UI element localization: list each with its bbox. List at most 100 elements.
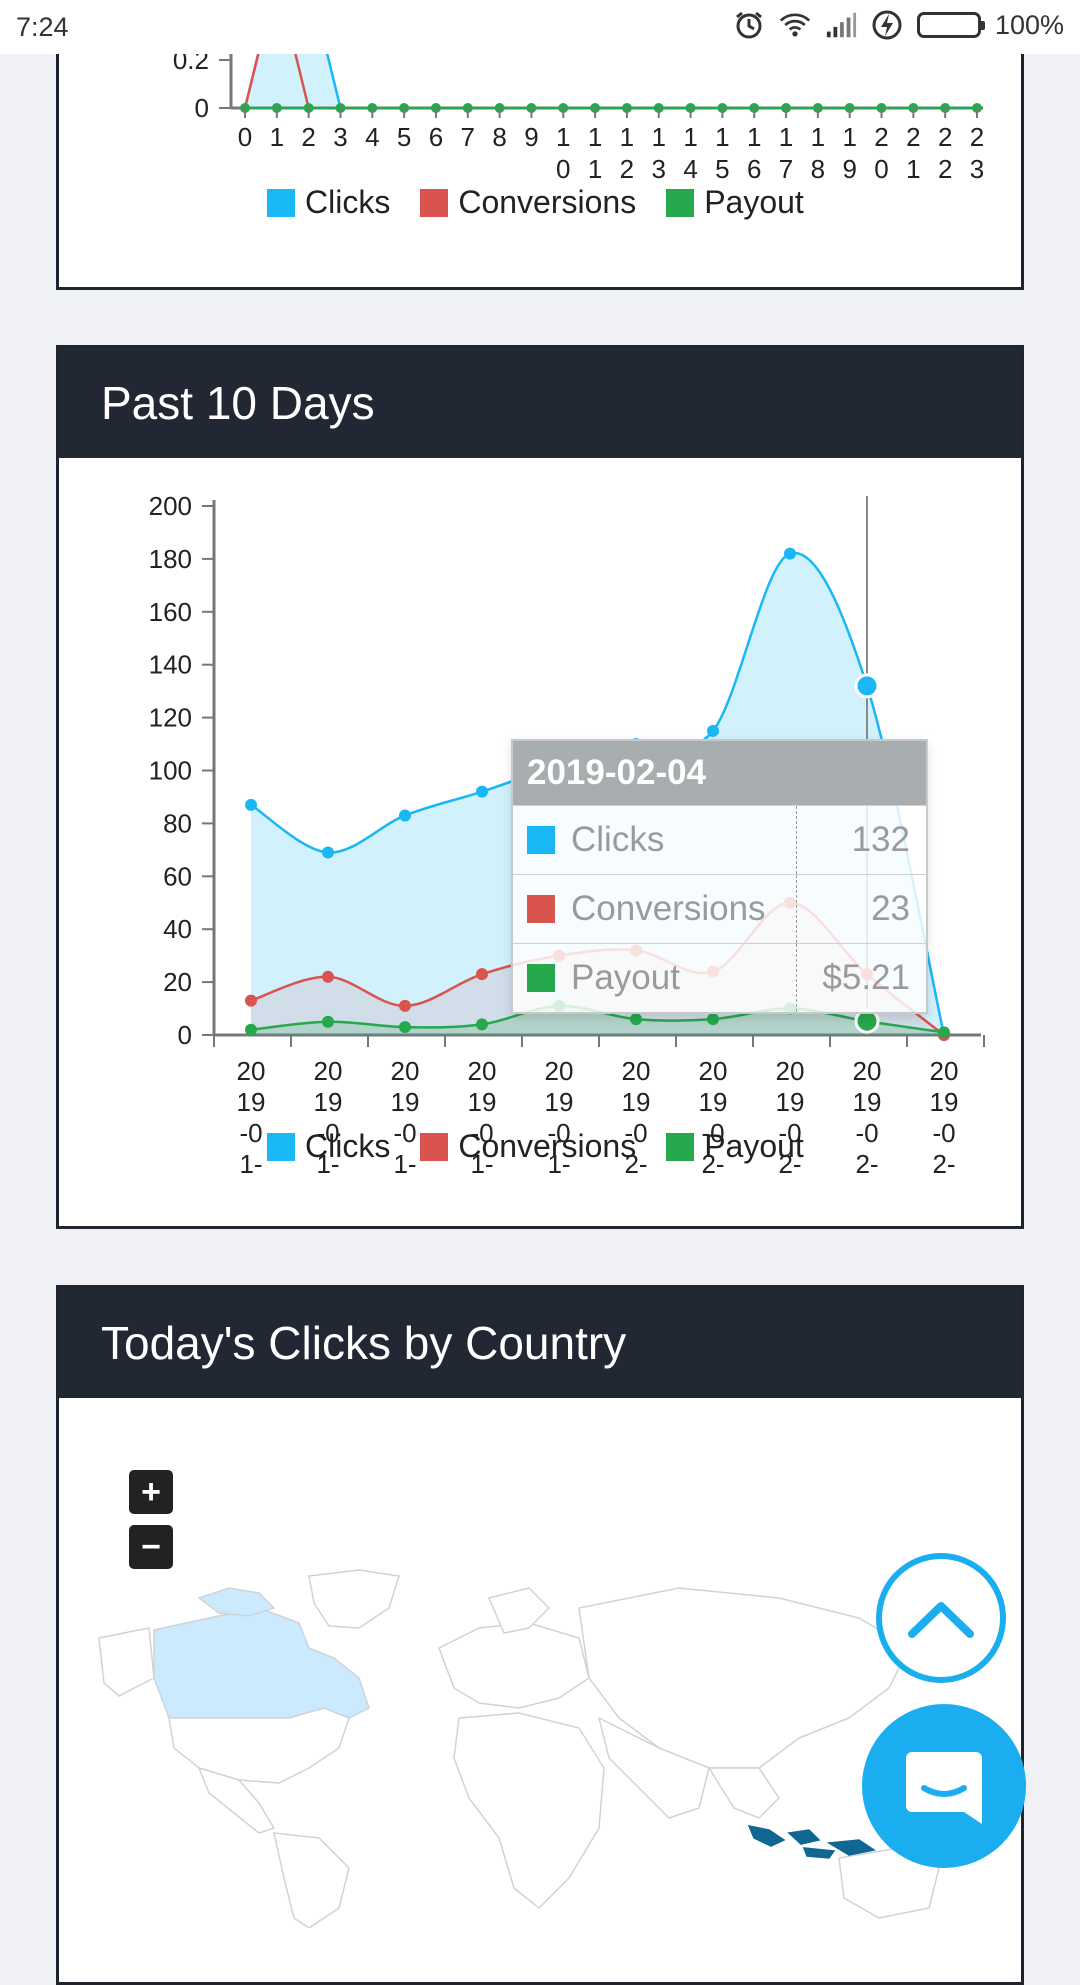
series-line-clicks (243, 54, 977, 110)
y-tick-label: 120 (149, 703, 192, 733)
x-tick-label: 1 (747, 122, 761, 152)
data-point-clicks (476, 785, 488, 798)
hourly-legend: Clicks Conversions Payout (267, 184, 804, 221)
x-tick-label: -0 (778, 1118, 801, 1148)
legend-item-conversions[interactable]: Conversions (420, 184, 636, 221)
tooltip-label: Clicks (571, 820, 665, 859)
map-country-mexico (197, 1766, 276, 1834)
hourly-chart-panel: 0.2 0 0 1 2 3 4 5 6 7 8 9 1 0 1 1 1 2 1 3 1 4 1 5 1 6 1 7 1 8 1 9 2 0 2 1 2 2… (56, 54, 1024, 290)
tooltip-label: Payout (571, 958, 680, 997)
x-tick-label: 0 (874, 154, 888, 184)
map-region-africa (453, 1712, 605, 1910)
x-tick-label: 1- (547, 1149, 570, 1179)
data-point-conversions (476, 968, 488, 981)
x-tick-label: 2 (620, 154, 634, 184)
zoom-in-button[interactable]: + (129, 1470, 173, 1514)
chat-launcher-button[interactable] (862, 1704, 1026, 1868)
x-tick-label: 20 (930, 1056, 959, 1086)
x-tick-label: 8 (492, 122, 506, 152)
x-tick-label: 7 (461, 122, 475, 152)
y-tick-label: 0 (195, 93, 209, 123)
battery-icon (916, 12, 985, 38)
x-tick-label: -0 (239, 1118, 262, 1148)
legend-item-payout[interactable]: Payout (666, 1128, 804, 1165)
world-map[interactable] (59, 1568, 1021, 1928)
x-tick-label: 0 (238, 122, 252, 152)
tooltip-row-payout: Payout $5.21 (513, 943, 926, 1012)
x-tick-label: 3 (652, 154, 666, 184)
y-tick-label: 60 (163, 861, 192, 891)
y-tick-label: 100 (149, 756, 192, 786)
legend-item-clicks[interactable]: Clicks (267, 1128, 390, 1165)
x-tick-label: -0 (316, 1118, 339, 1148)
chart-tooltip: 2019-02-04 Clicks 132 Conversions 23 Pay… (511, 739, 928, 1014)
map-country-usa (168, 1707, 350, 1784)
map-country-indonesia (747, 1824, 786, 1847)
x-tick-label: 1 (588, 122, 602, 152)
x-tick-label: 1 (715, 122, 729, 152)
x-tick-label: 2 (938, 122, 952, 152)
data-point-payout (245, 1023, 257, 1036)
x-tick-label: -0 (855, 1118, 878, 1148)
x-tick-label: 2 (301, 122, 315, 152)
x-tick-label: 2- (701, 1149, 724, 1179)
data-point-payout (399, 1021, 411, 1034)
data-point-conversions (322, 970, 334, 983)
map-region-south-asia (597, 1716, 710, 1819)
x-tick-label: -0 (547, 1118, 570, 1148)
y-tick-label: 20 (163, 967, 192, 997)
data-point-clicks (245, 798, 257, 811)
x-tick-label: 20 (314, 1056, 343, 1086)
x-tick-label: 1- (470, 1149, 493, 1179)
x-tick-label: 1 (620, 122, 634, 152)
x-tick-label: 19 (314, 1087, 343, 1117)
x-tick-label: 2- (778, 1149, 801, 1179)
tooltip-value: $5.21 (822, 958, 910, 997)
data-point-payout (938, 1026, 950, 1039)
x-tick-label: 3 (333, 122, 347, 152)
x-tick-label: 2- (932, 1149, 955, 1179)
tooltip-row-conversions: Conversions 23 (513, 874, 926, 943)
map-region-southeast-asia (707, 1767, 780, 1819)
x-tick-label: 19 (237, 1087, 266, 1117)
data-point-payout (630, 1013, 642, 1026)
series-area-clicks (245, 54, 977, 108)
chevron-up-icon (908, 1602, 974, 1638)
x-tick-label: 0 (556, 154, 570, 184)
x-tick-label: 1 (270, 122, 284, 152)
legend-item-conversions[interactable]: Conversions (420, 1128, 636, 1165)
scroll-to-top-button[interactable] (876, 1553, 1006, 1683)
x-tick-label: 20 (622, 1056, 651, 1086)
x-tick-label: 7 (779, 154, 793, 184)
x-tick-label: 20 (699, 1056, 728, 1086)
x-tick-label: 1 (779, 122, 793, 152)
x-tick-label: 9 (524, 122, 538, 152)
x-tick-label: -0 (624, 1118, 647, 1148)
legend-item-clicks[interactable]: Clicks (267, 184, 390, 221)
x-tick-label: 6 (747, 154, 761, 184)
map-region-south-america (273, 1832, 350, 1928)
map-region-scandinavia (487, 1587, 551, 1634)
x-tick-label: 3 (970, 154, 984, 184)
hourly-chart: 0.200 1 2 3 4 5 6 7 8 9 10111213141516171819202122… (173, 54, 984, 184)
past-10-days-panel: Past 10 Days 0 20 40 60 80 100 120 140 160 180 200… (56, 345, 1024, 1229)
data-point-payout (476, 1018, 488, 1031)
x-tick-label: -0 (393, 1118, 416, 1148)
x-tick-label: 20 (391, 1056, 420, 1086)
map-country-alaska (98, 1627, 155, 1697)
legend-item-payout[interactable]: Payout (666, 184, 804, 221)
zoom-out-button[interactable]: − (129, 1525, 173, 1569)
y-tick-label: 180 (149, 544, 192, 574)
clicks-by-country-panel: Today's Clicks by Country + − (56, 1285, 1024, 1985)
y-tick-label: 80 (163, 808, 192, 838)
alarm-icon (733, 9, 765, 41)
data-point-payout (322, 1015, 334, 1028)
map-region-europe (438, 1622, 590, 1709)
panel-title: Today's Clicks by Country (59, 1288, 1021, 1398)
data-point-clicks (784, 547, 796, 560)
x-tick-label: -0 (701, 1118, 724, 1148)
x-tick-label: 1 (683, 122, 697, 152)
x-tick-label: 1 (842, 122, 856, 152)
x-tick-label: 19 (930, 1087, 959, 1117)
x-tick-label: 1 (652, 122, 666, 152)
